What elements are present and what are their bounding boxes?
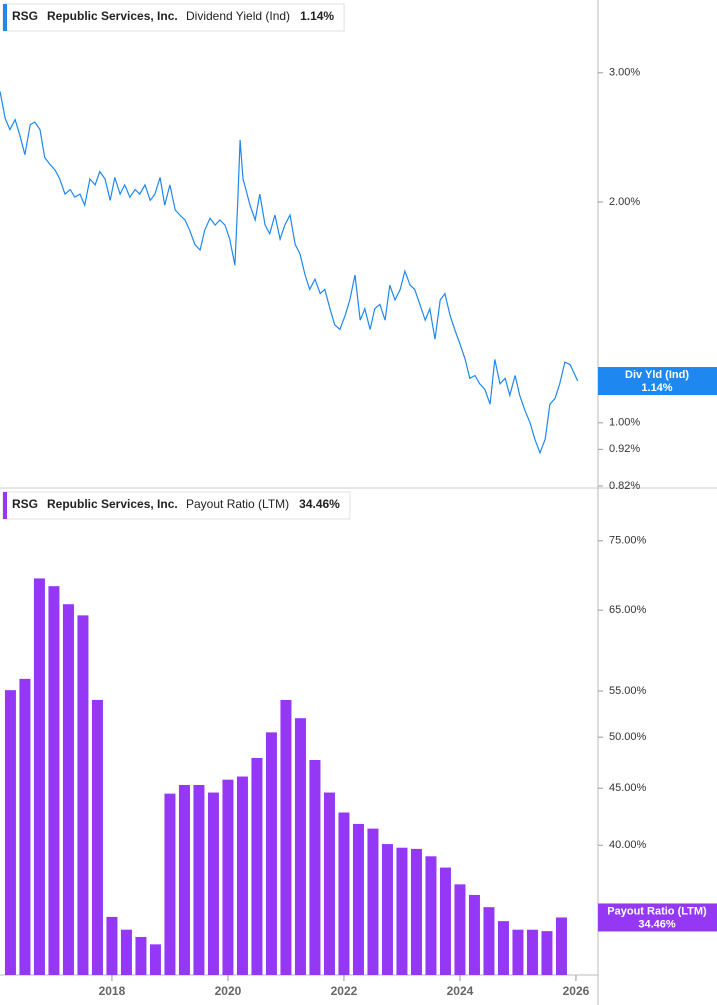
legend-ticker: RSG [12,497,38,511]
bar [193,785,205,975]
legend-company: Republic Services, Inc. [47,9,178,23]
y-tick-label: 45.00% [609,782,647,794]
callout-value: 1.14% [641,382,672,394]
x-tick-label: 2026 [563,984,590,998]
bar [352,823,364,975]
x-tick-label: 2020 [215,984,242,998]
bar [222,779,234,975]
bar [309,760,321,975]
bar [425,856,437,975]
bar [135,936,147,975]
legend-series: Dividend Yield (Ind) [186,9,290,23]
legend-swatch [3,4,7,31]
bar [497,921,509,975]
bar [294,718,306,975]
callout-box [598,367,717,396]
bar [323,792,335,975]
bar [439,867,451,975]
line [0,91,579,455]
y-tick-label: 3.00% [609,67,640,79]
bar [77,615,89,975]
bar [178,785,190,975]
y-tick-label: 0.92% [609,443,640,455]
y-tick-label: 50.00% [609,731,647,743]
bar [120,929,132,975]
bar [33,578,45,975]
bar [381,844,393,975]
bar [265,732,277,975]
bar [468,894,480,975]
y-tick-label: 55.00% [609,685,647,697]
bar [4,690,16,975]
x-tick-label: 2018 [99,984,126,998]
bar [541,931,553,975]
bar [512,929,524,975]
x-tick-label: 2022 [331,984,358,998]
bar [367,828,379,975]
bar [106,916,118,975]
bar [555,917,567,975]
y-tick-label: 2.00% [609,196,640,208]
y-tick-label: 0.82% [609,480,640,492]
bar [164,793,176,975]
legend-value: 34.46% [299,497,340,511]
callout-label: Div Yld (Ind) [625,369,689,381]
callout-label: Payout Ratio (LTM) [607,905,707,917]
y-tick-label: 75.00% [609,535,647,547]
bar [526,929,538,975]
x-tick-label: 2024 [447,984,474,998]
bar [149,944,161,975]
legend-box [2,491,351,520]
bar [207,792,219,975]
y-tick-label: 65.00% [609,604,647,616]
bar [396,847,408,975]
bar [251,757,263,975]
bar [338,812,350,975]
bar [91,699,103,975]
callout-value: 34.46% [638,918,676,930]
bar [62,604,74,975]
bar [236,776,248,975]
bar [19,678,31,975]
bar [48,586,60,975]
bar [483,907,495,975]
bar [454,884,466,975]
legend-ticker: RSG [12,9,38,23]
y-tick-label: 40.00% [609,839,647,851]
bar [410,848,422,975]
bar [280,699,292,975]
legend-company: Republic Services, Inc. [47,497,178,511]
callout-box [598,903,717,932]
y-tick-label: 1.00% [609,417,640,429]
legend-swatch [3,492,7,519]
legend-series: Payout Ratio (LTM) [186,497,289,511]
legend-value: 1.14% [300,9,334,23]
